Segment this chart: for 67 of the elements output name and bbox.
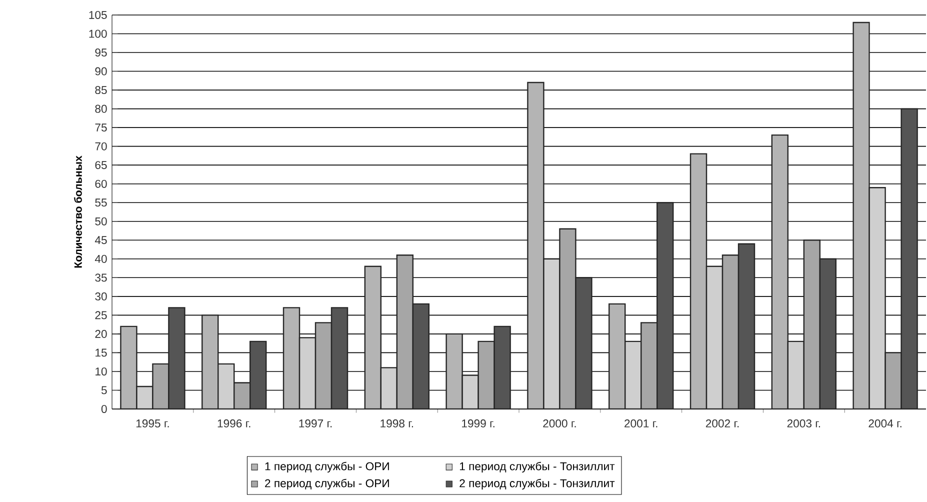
bar: [819, 258, 837, 409]
y-tick-label: 60: [95, 180, 107, 188]
x-tick-label: 1996 г.: [218, 419, 250, 428]
bar: [364, 266, 382, 409]
bar: [380, 367, 398, 409]
bar: [412, 303, 430, 409]
y-tick-label: 50: [95, 217, 107, 226]
bar: [803, 240, 821, 409]
x-tick-label: 1998 г.: [380, 419, 413, 428]
bar: [787, 340, 805, 409]
y-axis-title: Количество больных: [74, 156, 82, 268]
bar: [298, 337, 316, 409]
bar: [738, 243, 756, 409]
y-tick-label: 35: [95, 274, 107, 282]
bar: [656, 202, 674, 409]
bar: [543, 258, 560, 409]
x-tick-label: 2003 г.: [787, 419, 820, 428]
bar: [575, 277, 592, 409]
x-tick-label: 1999 г.: [462, 419, 494, 428]
bar: [706, 266, 724, 409]
x-tick-label: 2004 г.: [868, 419, 902, 428]
y-tick-label: 15: [96, 348, 107, 357]
bar: [771, 134, 789, 409]
y-tick-label: 45: [94, 236, 107, 244]
bar: [868, 187, 886, 409]
bar: [527, 82, 544, 409]
y-tick-label: 90: [95, 67, 107, 76]
bar: [900, 108, 918, 409]
y-tick-label: 100: [89, 30, 107, 38]
bar: [250, 340, 267, 409]
bar: [559, 228, 576, 409]
y-tick-label: 10: [96, 367, 107, 376]
bar: [624, 340, 642, 409]
y-tick-label: 55: [95, 198, 107, 207]
y-tick-label: 30: [95, 292, 107, 300]
x-tick-label: 2002 г.: [706, 419, 739, 428]
bar: [396, 254, 414, 409]
legend-label: 1 период службы - ОРИ: [265, 462, 389, 473]
y-tick-label: 25: [95, 311, 107, 320]
bar: [722, 254, 740, 409]
bar: [314, 322, 332, 409]
legend-label: 1 период службы - Тонзиллит: [460, 462, 615, 473]
y-tick-label: 95: [95, 48, 107, 57]
bar: [852, 22, 870, 409]
y-tick-label: 105: [89, 10, 107, 19]
bar: [282, 307, 300, 409]
y-tick-label: 75: [95, 124, 107, 132]
bar: [218, 363, 235, 409]
y-tick-label: 40: [94, 254, 107, 263]
bar: [202, 314, 219, 409]
y-tick-label: 80: [95, 104, 107, 113]
x-tick-label: 2001 г.: [624, 419, 658, 428]
bar: [640, 322, 658, 409]
bar: [330, 307, 348, 409]
y-tick-label: 20: [95, 330, 107, 338]
x-tick-label: 2000 г.: [543, 419, 576, 428]
y-tick-label: 0: [101, 404, 107, 413]
y-tick-label: 65: [95, 161, 107, 170]
x-tick-label: 1995 г.: [136, 419, 169, 428]
legend-label: 2 период службы - Тонзиллит: [460, 478, 615, 490]
bar: [608, 303, 626, 409]
bar: [690, 153, 708, 409]
x-tick-label: 1997 г.: [299, 419, 332, 428]
legend-label: 2 период службы - ОРИ: [265, 478, 389, 490]
y-tick-label: 85: [95, 86, 107, 94]
y-tick-label: 5: [101, 386, 107, 394]
y-tick-label: 70: [95, 142, 107, 150]
